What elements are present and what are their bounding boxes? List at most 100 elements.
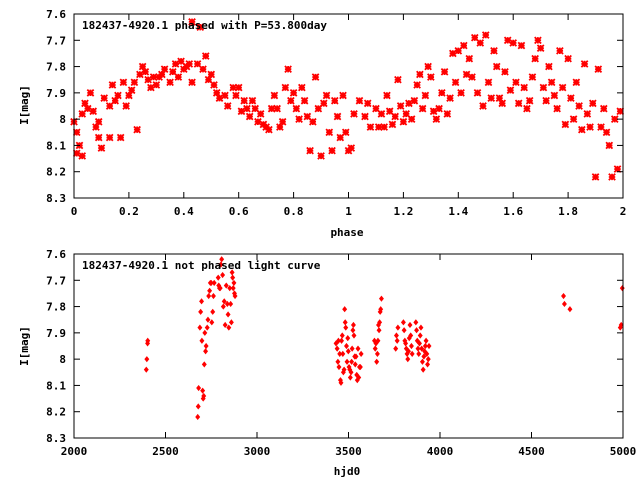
unphased-data-point	[198, 308, 204, 315]
phased-data-points	[70, 18, 625, 181]
phased-data-point	[100, 94, 109, 102]
unphased-data-point	[422, 342, 428, 350]
unphased-data-point	[218, 261, 224, 268]
phased-data-point	[204, 75, 213, 84]
phased-data-point	[306, 146, 314, 155]
phased-data-point	[287, 96, 295, 105]
unphased-data-points	[143, 256, 625, 421]
phased-data-point	[251, 104, 260, 113]
phased-x-tick-label: 1.2	[393, 205, 413, 218]
phased-data-point	[223, 102, 232, 110]
unphased-data-point	[352, 361, 358, 368]
unphased-data-point	[395, 324, 401, 331]
unphased-data-point	[221, 298, 227, 305]
phased-data-point	[580, 60, 589, 68]
unphased-data-point	[377, 319, 383, 326]
phased-plot-frame	[73, 13, 624, 199]
phased-data-point	[144, 75, 152, 84]
phased-data-point	[108, 81, 117, 89]
phased-x-tick-label: 0.8	[284, 205, 304, 218]
unphased-data-point	[217, 285, 223, 292]
unphased-data-point	[227, 285, 233, 292]
unphased-y-tick-label: 7.8	[46, 301, 66, 314]
phased-data-point	[185, 60, 194, 68]
unphased-data-point	[335, 358, 341, 365]
unphased-data-point	[204, 324, 210, 331]
unphased-data-point	[145, 337, 151, 344]
phased-data-point	[256, 110, 265, 118]
unphased-data-point	[394, 337, 400, 344]
unphased-data-point	[229, 269, 235, 276]
phased-data-point	[97, 144, 106, 152]
phased-data-point	[333, 112, 342, 121]
phased-data-point	[160, 65, 169, 74]
phased-data-point	[416, 70, 424, 79]
unphased-data-point	[197, 324, 203, 331]
phased-data-point	[105, 133, 114, 142]
phased-data-point	[556, 46, 564, 55]
phased-data-point	[446, 94, 454, 102]
unphased-data-point	[407, 321, 413, 329]
unphased-data-point	[210, 292, 216, 300]
phased-data-point	[440, 67, 449, 76]
phased-y-tick-label: 8.2	[46, 166, 66, 179]
phased-data-point	[501, 67, 509, 76]
unphased-data-point	[413, 319, 419, 326]
phased-data-point	[470, 33, 479, 42]
phased-y-tick-label: 8	[59, 113, 66, 126]
phased-data-point	[94, 117, 103, 126]
unphased-data-point	[344, 342, 349, 350]
unphased-data-point	[342, 306, 348, 313]
phased-data-point	[432, 115, 441, 123]
phased-data-point	[188, 78, 196, 87]
phased-data-point	[435, 104, 443, 113]
phased-y-tick-label: 8.3	[46, 192, 66, 205]
unphased-x-tick-label: 3000	[244, 445, 271, 458]
unphased-x-axis-label: hjd0	[334, 465, 361, 478]
phased-data-point	[366, 123, 375, 131]
unphased-data-point	[143, 366, 149, 373]
phased-data-point	[119, 78, 128, 87]
phased-data-point	[267, 104, 276, 113]
phased-data-point	[78, 110, 87, 118]
unphased-y-tick-label: 8.1	[46, 379, 66, 392]
unphased-y-tick-label: 7.7	[46, 274, 66, 287]
unphased-data-point	[418, 324, 424, 331]
unphased-data-point	[356, 374, 362, 381]
phased-x-tick-label: 1	[345, 205, 352, 218]
phased-x-tick-label: 0.6	[229, 205, 249, 218]
unphased-data-point	[405, 356, 411, 363]
phased-data-point	[459, 41, 468, 50]
phased-data-point	[372, 104, 380, 113]
phased-data-point	[407, 115, 416, 123]
phased-data-point	[520, 83, 529, 92]
unphased-data-point	[355, 345, 361, 352]
phased-data-point	[599, 104, 608, 113]
phased-data-point	[278, 117, 287, 126]
unphased-data-point	[336, 363, 342, 371]
phased-data-point	[495, 94, 504, 102]
unphased-data-point	[232, 292, 238, 300]
phased-data-point	[583, 110, 592, 118]
phased-data-point	[512, 78, 520, 87]
phased-data-point	[105, 102, 114, 110]
unphased-y-tick-label: 8	[59, 353, 66, 366]
phased-x-tick-label: 1.6	[503, 205, 523, 218]
phased-data-point	[229, 83, 238, 92]
unphased-data-point	[223, 282, 229, 289]
unphased-data-point	[372, 345, 378, 352]
unphased-data-point	[343, 324, 349, 331]
phased-data-point	[462, 70, 471, 79]
phased-data-point	[350, 110, 358, 118]
unphased-y-axis-label: I[mag]	[18, 326, 31, 366]
phased-data-point	[391, 112, 400, 121]
phased-data-point	[147, 83, 155, 92]
phased-data-point	[531, 54, 539, 63]
phased-data-point	[410, 96, 419, 105]
unphased-data-point	[344, 358, 350, 365]
unphased-data-point	[349, 358, 355, 365]
phased-data-point	[254, 117, 262, 126]
phased-data-point	[347, 144, 356, 152]
phased-data-point	[289, 89, 298, 97]
phased-data-point	[523, 104, 531, 113]
